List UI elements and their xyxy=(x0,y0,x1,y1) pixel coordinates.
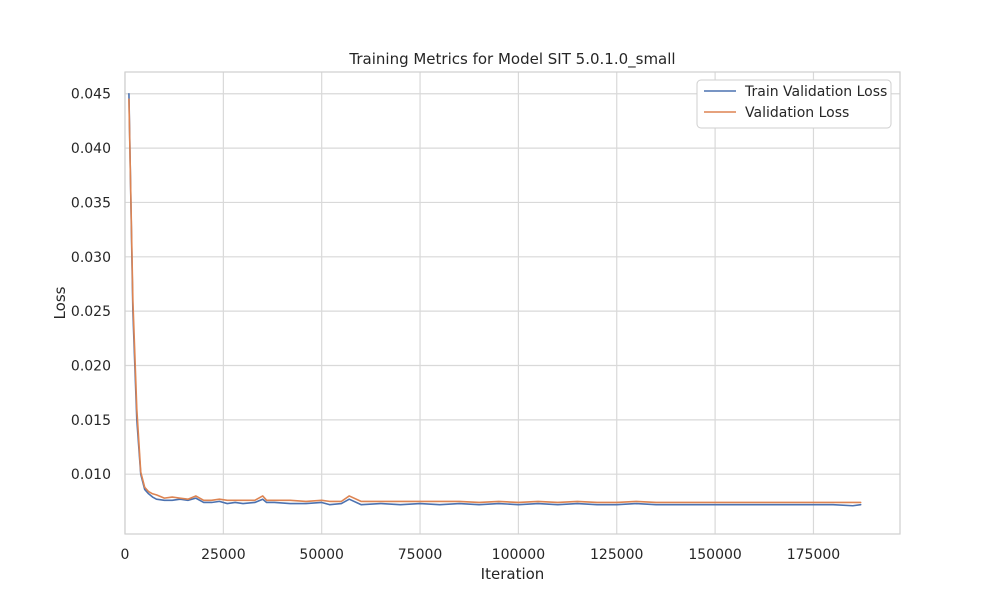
y-tick-label-2: 0.020 xyxy=(71,359,111,375)
legend-box xyxy=(696,79,892,129)
chart-title: Training Metrics for Model SIT 5.0.1.0_s… xyxy=(348,50,675,69)
y-tick-label-3: 0.025 xyxy=(71,304,111,320)
y-tick-label-7: 0.045 xyxy=(71,87,111,103)
series-line-validation-loss xyxy=(128,98,862,504)
x-tick-label-6: 150000 xyxy=(688,547,741,563)
y-tick-label-4: 0.030 xyxy=(71,250,111,266)
legend-label-train-validation-loss: Train Validation Loss xyxy=(744,84,887,100)
x-tick-label-4: 100000 xyxy=(492,547,545,563)
y-axis-label: Loss xyxy=(51,286,69,319)
x-tick-label-1: 25000 xyxy=(201,547,246,563)
tick-labels: 0 25000 50000 75000 100000 125000 150000 175000… xyxy=(71,87,840,563)
plot-frame xyxy=(124,71,901,535)
x-tick-label-0: 0 xyxy=(121,547,130,563)
series-lines xyxy=(128,92,862,507)
y-tick-label-0: 0.010 xyxy=(71,467,111,483)
grid-lines xyxy=(124,72,900,534)
x-tick-label-2: 50000 xyxy=(299,547,344,563)
x-tick-label-7: 175000 xyxy=(787,547,840,563)
y-tick-label-6: 0.040 xyxy=(71,141,111,157)
x-tick-label-5: 125000 xyxy=(590,547,643,563)
x-tick-label-3: 75000 xyxy=(398,547,443,563)
x-axis-label: Iteration xyxy=(481,565,545,583)
series-line-train-validation-loss xyxy=(128,92,862,507)
y-tick-label-5: 0.035 xyxy=(71,195,111,211)
y-tick-label-1: 0.015 xyxy=(71,413,111,429)
legend-label-validation-loss: Validation Loss xyxy=(745,105,849,121)
legend: Train Validation Loss Validation Loss xyxy=(696,79,892,129)
